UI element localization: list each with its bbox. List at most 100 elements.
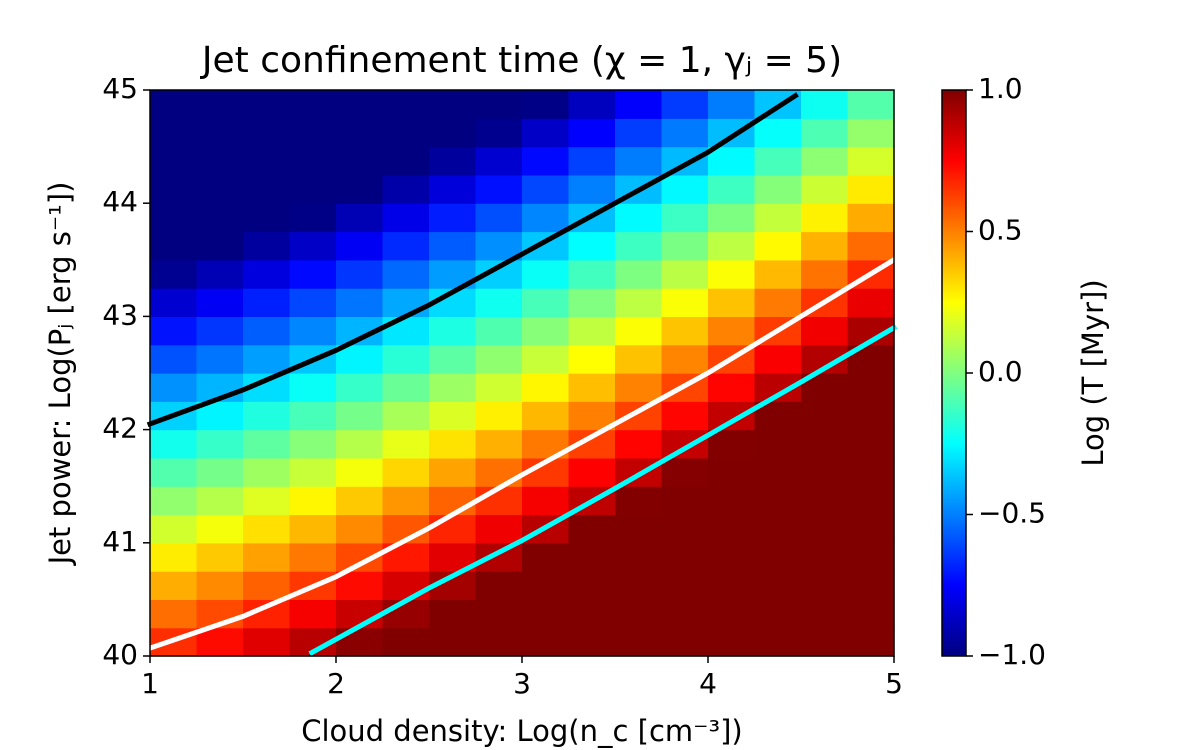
heat-cell bbox=[475, 174, 523, 204]
heat-cell bbox=[661, 599, 709, 629]
heat-cell bbox=[754, 486, 802, 516]
heat-cell bbox=[615, 203, 663, 233]
heat-cell bbox=[382, 627, 430, 657]
heat-cell bbox=[336, 90, 384, 119]
heat-cell bbox=[568, 288, 616, 317]
heat-cell bbox=[243, 627, 291, 657]
heat-cell bbox=[615, 401, 663, 431]
heat-cell bbox=[475, 373, 523, 402]
heat-cell bbox=[475, 90, 523, 119]
heat-cell bbox=[708, 627, 756, 657]
heat-cell bbox=[150, 174, 198, 204]
heat-cell bbox=[196, 174, 244, 204]
heat-cell bbox=[708, 373, 756, 402]
heat-cell bbox=[429, 514, 477, 544]
heat-cell bbox=[801, 401, 849, 431]
heat-cell bbox=[708, 118, 756, 148]
heat-cell bbox=[243, 401, 291, 431]
heat-cell bbox=[661, 457, 709, 487]
heat-cell bbox=[801, 90, 849, 119]
heat-cell bbox=[336, 288, 384, 317]
heat-cell bbox=[289, 599, 337, 629]
heat-cell bbox=[661, 231, 709, 261]
heat-cell bbox=[336, 429, 384, 459]
heat-cell bbox=[801, 203, 849, 233]
heat-cell bbox=[289, 542, 337, 572]
heat-cell bbox=[708, 203, 756, 233]
heat-cell bbox=[289, 457, 337, 487]
heat-cell bbox=[708, 90, 756, 119]
heat-cell bbox=[289, 288, 337, 317]
heat-cell bbox=[708, 486, 756, 516]
heat-cell bbox=[289, 146, 337, 176]
heat-cell bbox=[336, 259, 384, 289]
heat-cell bbox=[754, 288, 802, 317]
heat-cell bbox=[708, 259, 756, 289]
heat-cell bbox=[847, 288, 895, 317]
heat-cell bbox=[150, 429, 198, 459]
heat-cell bbox=[661, 344, 709, 374]
heat-cell bbox=[708, 429, 756, 459]
heat-cell bbox=[615, 288, 663, 317]
heat-cell bbox=[615, 259, 663, 289]
heatmap bbox=[150, 90, 895, 657]
heat-cell bbox=[196, 571, 244, 600]
heat-cell bbox=[475, 401, 523, 431]
heat-cell bbox=[289, 486, 337, 516]
heat-cell bbox=[336, 571, 384, 600]
heat-cell bbox=[429, 627, 477, 657]
heat-cell bbox=[475, 288, 523, 317]
heat-cell bbox=[150, 486, 198, 516]
heat-cell bbox=[801, 486, 849, 516]
heat-cell bbox=[522, 316, 570, 346]
heat-cell bbox=[615, 146, 663, 176]
heat-cell bbox=[429, 457, 477, 487]
heat-cell bbox=[661, 259, 709, 289]
heat-cell bbox=[522, 542, 570, 572]
heat-cell bbox=[475, 118, 523, 148]
heat-cell bbox=[382, 90, 430, 119]
heat-cell bbox=[661, 571, 709, 600]
heat-cell bbox=[336, 146, 384, 176]
heat-cell bbox=[150, 146, 198, 176]
contour-line bbox=[146, 256, 898, 652]
heat-cell bbox=[708, 316, 756, 346]
heat-cell bbox=[661, 429, 709, 459]
heat-cell bbox=[429, 174, 477, 204]
heat-cell bbox=[708, 401, 756, 431]
heat-cell bbox=[243, 486, 291, 516]
heat-cell bbox=[150, 571, 198, 600]
heat-cell bbox=[475, 457, 523, 487]
heat-cell bbox=[615, 542, 663, 572]
heat-cell bbox=[475, 429, 523, 459]
y-tick-label: 43 bbox=[102, 298, 138, 331]
heat-cell bbox=[196, 316, 244, 346]
heat-cell bbox=[196, 457, 244, 487]
heat-cell bbox=[336, 486, 384, 516]
heat-cell bbox=[429, 203, 477, 233]
heat-cell bbox=[754, 599, 802, 629]
heat-cell bbox=[754, 542, 802, 572]
y-tick-label: 41 bbox=[102, 525, 138, 558]
heat-cell bbox=[150, 514, 198, 544]
x-tick-label: 5 bbox=[885, 667, 903, 700]
heat-cell bbox=[661, 316, 709, 346]
heat-cell bbox=[708, 146, 756, 176]
heat-cell bbox=[382, 486, 430, 516]
heat-cell bbox=[801, 599, 849, 629]
heat-cell bbox=[708, 542, 756, 572]
heat-cell bbox=[243, 259, 291, 289]
heat-cell bbox=[382, 401, 430, 431]
heat-cell bbox=[150, 542, 198, 572]
heat-cell bbox=[336, 118, 384, 148]
heat-cell bbox=[661, 118, 709, 148]
x-tick-label: 4 bbox=[699, 667, 717, 700]
heat-cell bbox=[522, 599, 570, 629]
heat-cell bbox=[754, 203, 802, 233]
heat-cell bbox=[196, 118, 244, 148]
heat-cell bbox=[568, 457, 616, 487]
heat-cell bbox=[801, 542, 849, 572]
heat-cell bbox=[801, 571, 849, 600]
heat-cell bbox=[196, 486, 244, 516]
heat-cell bbox=[243, 457, 291, 487]
